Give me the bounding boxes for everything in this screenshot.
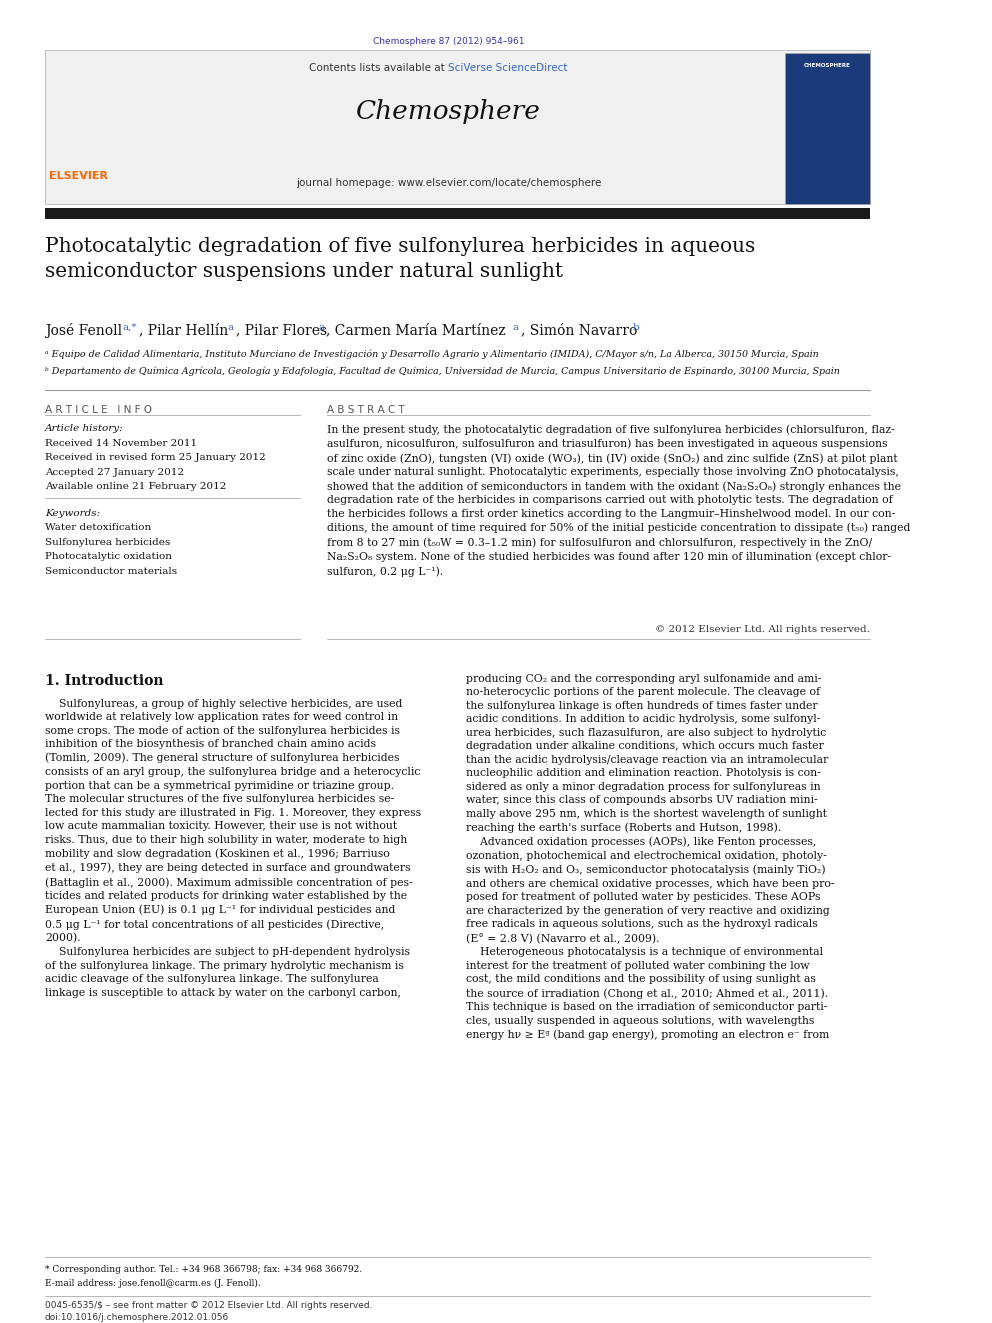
Text: Received in revised form 25 January 2012: Received in revised form 25 January 2012 [45,454,266,463]
Text: producing CO₂ and the corresponding aryl sulfonamide and ami-
no-heterocyclic po: producing CO₂ and the corresponding aryl… [466,673,835,1040]
Text: Chemosphere 87 (2012) 954–961: Chemosphere 87 (2012) 954–961 [373,37,524,46]
Text: a: a [318,323,324,332]
Text: Article history:: Article history: [45,425,123,434]
Text: 0045-6535/$ – see front matter © 2012 Elsevier Ltd. All rights reserved.: 0045-6535/$ – see front matter © 2012 El… [45,1301,372,1310]
Text: Accepted 27 January 2012: Accepted 27 January 2012 [45,468,184,476]
Text: Sulfonylurea herbicides: Sulfonylurea herbicides [45,537,170,546]
Text: * Corresponding author. Tel.: +34 968 366798; fax: +34 968 366792.: * Corresponding author. Tel.: +34 968 36… [45,1265,362,1274]
Text: Photocatalytic degradation of five sulfonylurea herbicides in aqueous
semiconduc: Photocatalytic degradation of five sulfo… [45,237,755,282]
Text: Available online 21 February 2012: Available online 21 February 2012 [45,483,226,491]
Text: Keywords:: Keywords: [45,509,100,517]
Text: A R T I C L E   I N F O: A R T I C L E I N F O [45,405,152,414]
Text: Contents lists available at: Contents lists available at [310,64,448,73]
Text: Water detoxification: Water detoxification [45,524,151,532]
Text: , Pilar Hellín: , Pilar Hellín [139,323,228,337]
Text: © 2012 Elsevier Ltd. All rights reserved.: © 2012 Elsevier Ltd. All rights reserved… [655,624,870,634]
Text: ᵇ Departamento de Química Agrícola, Geología y Edafología, Facultad de Química, : ᵇ Departamento de Química Agrícola, Geol… [45,366,839,376]
Text: , Carmen María Martínez: , Carmen María Martínez [326,323,506,337]
Text: Received 14 November 2011: Received 14 November 2011 [45,439,197,448]
Text: a: a [513,323,519,332]
Text: , Pilar Flores: , Pilar Flores [236,323,327,337]
Text: José Fenoll: José Fenoll [45,323,122,337]
Text: E-mail address: jose.fenoll@carm.es (J. Fenoll).: E-mail address: jose.fenoll@carm.es (J. … [45,1278,261,1287]
Text: SciVerse ScienceDirect: SciVerse ScienceDirect [448,64,567,73]
Text: journal homepage: www.elsevier.com/locate/chemosphere: journal homepage: www.elsevier.com/locat… [296,177,601,188]
Text: b: b [632,323,639,332]
Text: Photocatalytic oxidation: Photocatalytic oxidation [45,552,172,561]
Text: ELSEVIER: ELSEVIER [50,172,108,181]
Text: a,*: a,* [123,323,137,332]
Text: A B S T R A C T: A B S T R A C T [327,405,405,414]
FancyBboxPatch shape [785,53,870,204]
Text: In the present study, the photocatalytic degradation of five sulfonylurea herbic: In the present study, the photocatalytic… [327,425,911,577]
Text: 1. Introduction: 1. Introduction [45,673,164,688]
Text: Semiconductor materials: Semiconductor materials [45,566,177,576]
Text: ᵃ Equipo de Calidad Alimentaria, Instituto Murciano de Investigación y Desarroll: ᵃ Equipo de Calidad Alimentaria, Institu… [45,349,818,359]
Text: Chemosphere: Chemosphere [356,99,541,124]
Text: CHEMOSPHERE: CHEMOSPHERE [804,64,851,69]
Text: , Simón Navarro: , Simón Navarro [521,323,638,337]
Text: Sulfonylureas, a group of highly selective herbicides, are used
worldwide at rel: Sulfonylureas, a group of highly selecti… [45,699,421,998]
Text: a: a [228,323,234,332]
FancyBboxPatch shape [45,50,870,204]
Text: doi:10.1016/j.chemosphere.2012.01.056: doi:10.1016/j.chemosphere.2012.01.056 [45,1312,229,1322]
FancyBboxPatch shape [45,208,870,218]
